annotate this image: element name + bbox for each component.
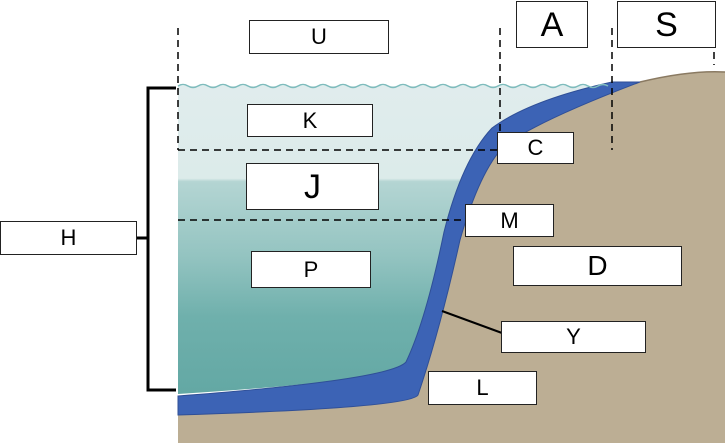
- label-y: Y: [501, 321, 646, 353]
- label-d: D: [513, 246, 682, 286]
- seabed-surface-edge: [639, 70, 725, 83]
- pointer-line-y: [441, 310, 503, 334]
- label-s: S: [617, 1, 716, 48]
- water-surface-line: [177, 83, 609, 89]
- label-k: K: [247, 104, 373, 137]
- label-a: A: [516, 1, 588, 48]
- label-m: M: [465, 204, 554, 237]
- label-u: U: [249, 20, 389, 54]
- label-p: P: [251, 251, 371, 288]
- label-l: L: [428, 371, 537, 405]
- depth-bracket: [146, 86, 176, 392]
- label-h: H: [0, 221, 137, 255]
- label-c: C: [497, 132, 574, 164]
- sediment-layer: [177, 81, 641, 416]
- label-j: J: [246, 163, 379, 210]
